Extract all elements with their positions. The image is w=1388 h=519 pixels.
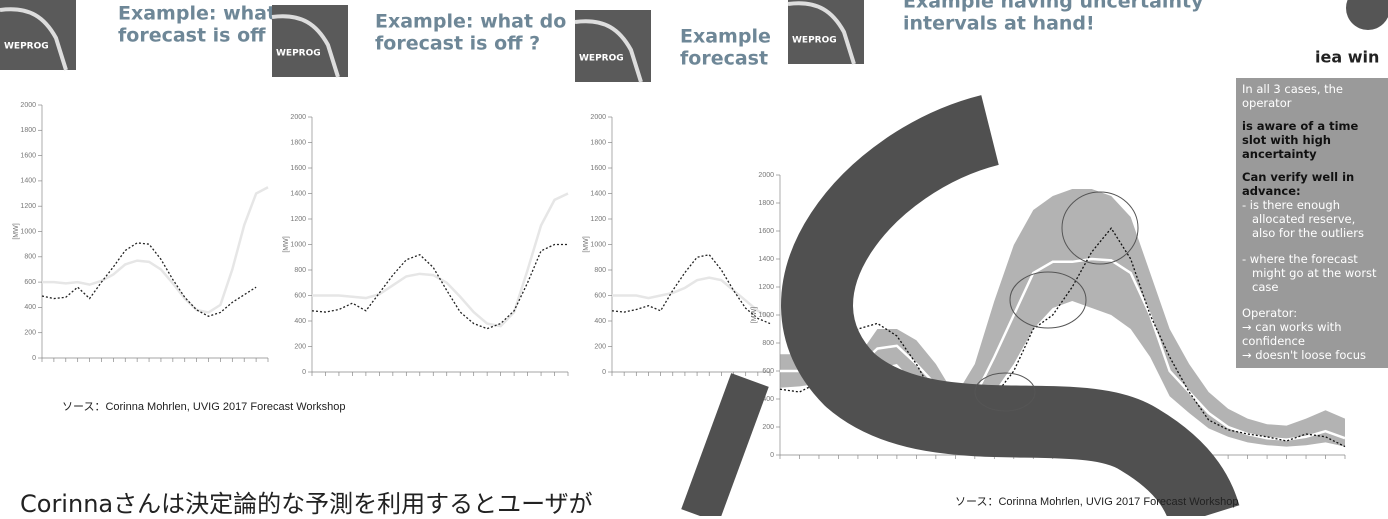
slide-heading: forecast is off ?: [118, 25, 283, 47]
y-tick-label: 400: [594, 318, 606, 325]
callout-line: Can verify well in advance:: [1242, 170, 1382, 198]
y-tick-label: 1400: [20, 178, 36, 185]
y-tick-label: 400: [762, 396, 774, 403]
slide-heading: forecast: [680, 48, 768, 70]
y-tick-label: 800: [762, 340, 774, 347]
logo-text: WEPROG: [276, 49, 321, 59]
y-tick-label: 0: [32, 355, 36, 362]
y-tick-label: 200: [762, 424, 774, 431]
callout-line: → doesn't loose focus: [1242, 348, 1382, 362]
slide-heading: Example: what do: [375, 11, 566, 33]
y-axis-label: [MW]: [13, 223, 20, 239]
y-tick-label: 800: [24, 254, 36, 261]
y-tick-label: 1800: [758, 200, 774, 207]
y-tick-label: 2000: [590, 114, 606, 121]
y-tick-label: 1200: [590, 216, 606, 223]
logo-text: WEPROG: [792, 36, 837, 46]
y-tick-label: 800: [294, 267, 306, 274]
y-tick-label: 1600: [758, 228, 774, 235]
slide-heading: Example having uncertainty: [903, 0, 1204, 13]
y-tick-label: 600: [294, 292, 306, 299]
y-tick-label: 800: [594, 267, 606, 274]
y-axis-label: [MW]: [283, 236, 290, 252]
y-tick-label: 1800: [590, 139, 606, 146]
y-tick-label: 1000: [290, 241, 306, 248]
y-tick-label: 1400: [758, 256, 774, 263]
slide-heading: Example: what: [118, 3, 276, 25]
page: WEPROGExample: whatforecast is off ?WEPR…: [0, 0, 1388, 516]
y-tick-label: 1200: [290, 216, 306, 223]
y-tick-label: 1600: [590, 165, 606, 172]
series-line: [312, 245, 568, 329]
callout-line: - where the forecast might go at the wor…: [1242, 252, 1382, 294]
series-line: [42, 243, 256, 316]
y-tick-label: 600: [762, 368, 774, 375]
caption: Corinnaさんは決定論的な予測を利用するとユーザが: [20, 484, 593, 519]
series-line: [312, 194, 568, 327]
logo-text: WEPROG: [4, 42, 49, 52]
y-axis-label: [MW]: [583, 236, 590, 252]
y-tick-label: 1000: [20, 228, 36, 235]
callout-line: is aware of a time slot with high ancert…: [1242, 119, 1382, 161]
y-tick-label: 200: [24, 330, 36, 337]
callout-line: → can works with confidence: [1242, 320, 1382, 348]
source: ソース：Corinna Mohrlen, UVIG 2017 Forecast …: [62, 398, 346, 414]
y-tick-label: 1200: [758, 284, 774, 291]
logo-text: WEPROG: [579, 54, 624, 64]
y-tick-label: 2000: [290, 114, 306, 121]
y-tick-label: 1600: [20, 152, 36, 159]
y-tick-label: 2000: [758, 172, 774, 179]
callout-line: Operator:: [1242, 306, 1382, 320]
slide-heading: intervals at hand!: [903, 13, 1095, 35]
series-line: [612, 255, 770, 324]
y-tick-label: 1200: [20, 203, 36, 210]
y-tick-label: 0: [302, 369, 306, 376]
y-tick-label: 200: [594, 343, 606, 350]
y-tick-label: 1800: [20, 127, 36, 134]
series-line: [612, 278, 770, 318]
y-tick-label: 200: [294, 343, 306, 350]
y-tick-label: 600: [24, 279, 36, 286]
corner-logo-mark: [1346, 0, 1388, 30]
y-tick-label: 600: [594, 292, 606, 299]
y-tick-label: 400: [294, 318, 306, 325]
slide-heading: forecast is off ?: [375, 33, 540, 55]
y-tick-label: 0: [770, 452, 774, 459]
callout: In all 3 cases, the operator is aware of…: [1236, 78, 1388, 368]
slide-heading: Example: [680, 26, 771, 48]
y-tick-label: 1400: [590, 190, 606, 197]
callout-line: In all 3 cases, the operator: [1242, 82, 1382, 110]
y-tick-label: 1400: [290, 190, 306, 197]
slide-canvas: WEPROGExample: whatforecast is off ?WEPR…: [0, 0, 1388, 516]
y-tick-label: 400: [24, 304, 36, 311]
y-tick-label: 1800: [290, 139, 306, 146]
source: ソース：Corinna Mohrlen, UVIG 2017 Forecast …: [955, 493, 1239, 509]
y-tick-label: 2000: [20, 102, 36, 109]
corner-logo: iea win: [1315, 48, 1379, 67]
y-tick-label: 1000: [590, 241, 606, 248]
callout-line: - is there enough allocated reserve, als…: [1242, 198, 1382, 240]
series-line: [42, 187, 268, 312]
y-tick-label: 1000: [758, 312, 774, 319]
y-tick-label: 0: [602, 369, 606, 376]
y-axis-label: [MW]: [751, 307, 758, 323]
y-tick-label: 1600: [290, 165, 306, 172]
